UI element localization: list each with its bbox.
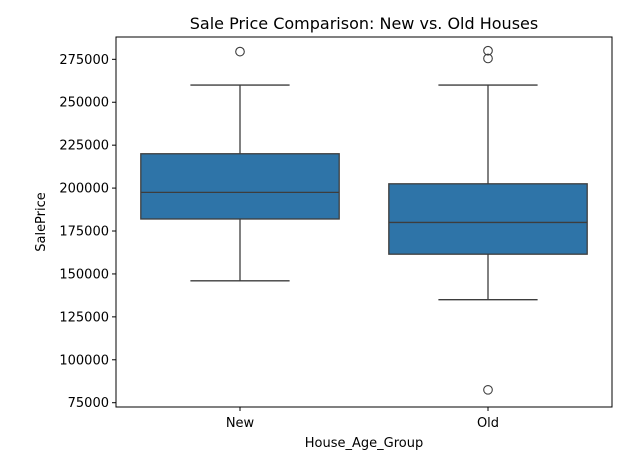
outlier-point bbox=[483, 384, 493, 395]
y-axis-label: SalePrice bbox=[34, 192, 49, 252]
y-tick-label: 250000 bbox=[59, 96, 109, 111]
box-group-new bbox=[140, 46, 340, 282]
plot-frame bbox=[115, 36, 613, 408]
y-tick-label: 225000 bbox=[59, 139, 109, 154]
box-group-old bbox=[388, 45, 588, 395]
y-tick-label: 75000 bbox=[68, 396, 109, 411]
y-tick-label: 200000 bbox=[59, 182, 109, 197]
x-axis-label: House_Age_Group bbox=[305, 436, 423, 451]
iqr-box bbox=[388, 183, 588, 255]
y-axis: 75000 100000 125000 150000 175000 200000 22500… bbox=[59, 53, 116, 411]
y-tick-label: 175000 bbox=[59, 225, 109, 240]
y-tick-label: 100000 bbox=[59, 353, 109, 368]
outlier-point bbox=[235, 46, 245, 57]
outlier-point bbox=[483, 45, 493, 56]
x-tick-label: New bbox=[226, 416, 255, 431]
x-tick-label: Old bbox=[477, 416, 499, 431]
plot-area bbox=[140, 45, 588, 395]
iqr-box bbox=[140, 153, 340, 220]
y-tick-label: 150000 bbox=[59, 267, 109, 282]
y-tick-label: 125000 bbox=[59, 310, 109, 325]
x-axis: New Old bbox=[226, 407, 499, 431]
chart-title: Sale Price Comparison: New vs. Old House… bbox=[190, 14, 538, 33]
y-tick-label: 275000 bbox=[59, 53, 109, 68]
outlier-point bbox=[483, 53, 493, 64]
